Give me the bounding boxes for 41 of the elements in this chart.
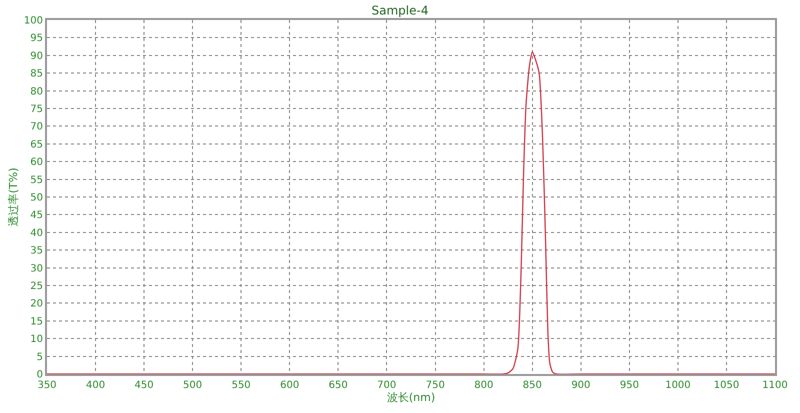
y-tick-label: 10 (30, 334, 43, 346)
x-tick-label: 650 (328, 380, 348, 391)
y-tick-label: 5 (36, 352, 43, 363)
x-tick-label: 950 (620, 380, 639, 391)
chart-title: Sample-4 (372, 4, 428, 18)
y-tick-label: 55 (30, 174, 43, 186)
y-tick-label: 65 (30, 139, 43, 150)
y-tick-label: 50 (30, 192, 43, 204)
x-tick-label: 550 (232, 380, 251, 391)
y-axis-title: 透过率(T%) (7, 168, 20, 226)
y-tick-label: 70 (30, 122, 43, 133)
y-tick-label: 75 (30, 104, 43, 115)
y-tick-label: 95 (30, 33, 43, 44)
y-tick-label: 0 (36, 370, 43, 380)
y-tick-label: 15 (30, 316, 43, 328)
x-tick-label: 700 (377, 380, 396, 391)
y-tick-label: 90 (30, 50, 43, 62)
x-tick-label: 500 (183, 380, 202, 391)
x-tick-label: 400 (86, 380, 106, 391)
x-tick-label: 800 (474, 380, 494, 391)
x-tick-label: 350 (37, 380, 57, 391)
x-tick-label: 450 (134, 380, 154, 391)
y-tick-label: 45 (30, 210, 43, 222)
x-axis-title: 波长(nm) (386, 391, 436, 404)
x-tick-label: 1000 (665, 380, 691, 391)
y-tick-label: 85 (30, 68, 43, 80)
x-tick-label: 850 (522, 380, 542, 391)
line-series (47, 51, 775, 374)
y-tick-label: 35 (30, 246, 43, 257)
y-tick-label: 20 (30, 298, 43, 310)
x-tick-label: 1050 (714, 380, 740, 391)
y-tick-label: 30 (30, 263, 43, 274)
y-tick-label: 80 (30, 86, 43, 98)
x-tick-label: 750 (426, 380, 445, 391)
x-tick-label: 900 (571, 380, 590, 391)
y-tick-label: 100 (24, 16, 43, 26)
x-tick-label: 600 (280, 380, 300, 391)
x-tick-label: 1100 (762, 380, 788, 391)
y-tick-label: 40 (30, 228, 43, 239)
y-tick-label: 25 (30, 281, 43, 292)
y-tick-label: 60 (30, 157, 43, 168)
